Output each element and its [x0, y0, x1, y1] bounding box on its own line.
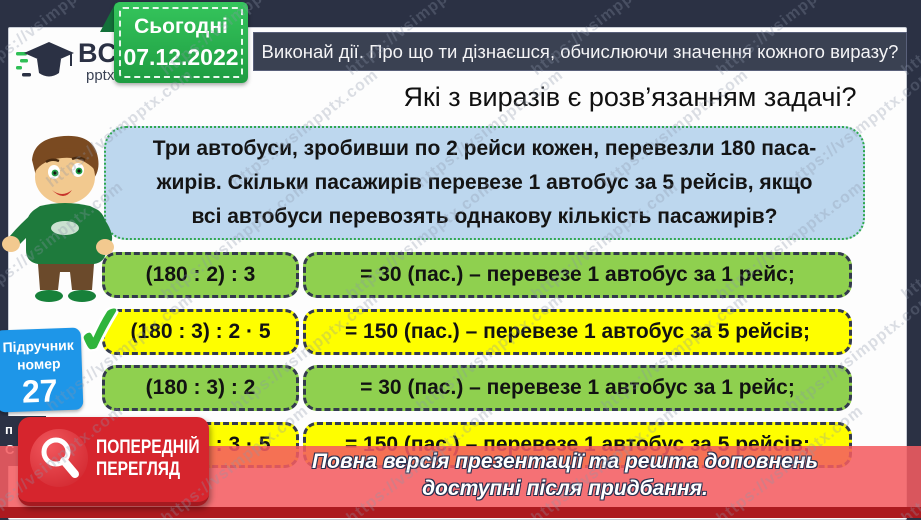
- date-badge: Сьогодні 07.12.2022: [114, 2, 248, 83]
- expression-box-1: (180 : 2) : 3: [102, 252, 299, 298]
- result-box-3: = 30 (пас.) – перевезе 1 автобус за 1 ре…: [303, 365, 852, 411]
- date-badge-date: 07.12.2022: [123, 44, 239, 70]
- purchase-notice-line: доступні після придбання.: [422, 477, 708, 500]
- check-icon: ✓: [69, 289, 135, 371]
- problem-line: всі автобуси перевозять однакову кількіс…: [191, 205, 778, 228]
- page-title: Які з виразів є розв’язанням задачі?: [403, 82, 857, 112]
- hidden-side-letter: п: [5, 422, 13, 437]
- result-text: = 30 (пас.) – перевезе 1 автобус за 1 ре…: [360, 263, 795, 286]
- purchase-notice-line: Повна версія презентації та решта доповн…: [312, 450, 818, 473]
- textbook-number-badge: Підручник номер 27: [0, 327, 84, 413]
- logo-sub: pptx: [86, 67, 115, 84]
- magnifier-icon: [41, 437, 79, 478]
- instruction-text: Виконай дії. Про що ти дізнаєшся, обчисл…: [261, 40, 899, 62]
- preview-banner-line: ПЕРЕГЛЯД: [96, 459, 181, 480]
- magnifier-circle: [30, 429, 88, 487]
- date-badge-label: Сьогодні: [134, 15, 228, 38]
- problem-box: Три автобуси, зробивши по 2 рейси кожен,…: [104, 126, 865, 240]
- result-box-1: = 30 (пас.) – перевезе 1 автобус за 1 ре…: [303, 252, 852, 298]
- result-text: = 150 (пас.) – перевезе 1 автобус за 5 р…: [344, 320, 811, 343]
- preview-banner[interactable]: ПОПЕРЕДНІЙ ПЕРЕГЛЯД: [18, 417, 209, 506]
- result-text: = 30 (пас.) – перевезе 1 автобус за 1 ре…: [360, 376, 795, 399]
- instruction-bar: Виконай дії. Про що ти дізнаєшся, обчисл…: [253, 32, 907, 71]
- graduation-cap-icon: [16, 42, 74, 77]
- purchase-notice: Повна версія презентації та решта доповн…: [215, 448, 915, 502]
- preview-banner-text: ПОПЕРЕДНІЙ ПЕРЕГЛЯД: [96, 437, 200, 481]
- boy-character: [2, 135, 114, 302]
- bottom-red-strip: [0, 507, 921, 518]
- expression-text: (180 : 2) : 3: [145, 263, 256, 286]
- expression-text: (180 : 3) : 2: [145, 376, 256, 399]
- textbook-label: Підручник: [2, 336, 75, 356]
- problem-line: жирів. Скільки пасажирів перевезе 1 авто…: [156, 171, 813, 194]
- expression-text: (180 : 3) : 2 · 5: [130, 320, 271, 343]
- problem-line: Три автобуси, зробивши по 2 рейси кожен,…: [152, 137, 817, 160]
- textbook-number: 27: [21, 372, 59, 410]
- expression-box-3: (180 : 3) : 2: [102, 365, 299, 411]
- textbook-label: номер: [16, 355, 61, 373]
- result-box-2: = 150 (пас.) – перевезе 1 автобус за 5 р…: [303, 309, 852, 355]
- expression-box-2: (180 : 3) : 2 · 5: [102, 309, 299, 355]
- preview-banner-line: ПОПЕРЕДНІЙ: [96, 437, 200, 458]
